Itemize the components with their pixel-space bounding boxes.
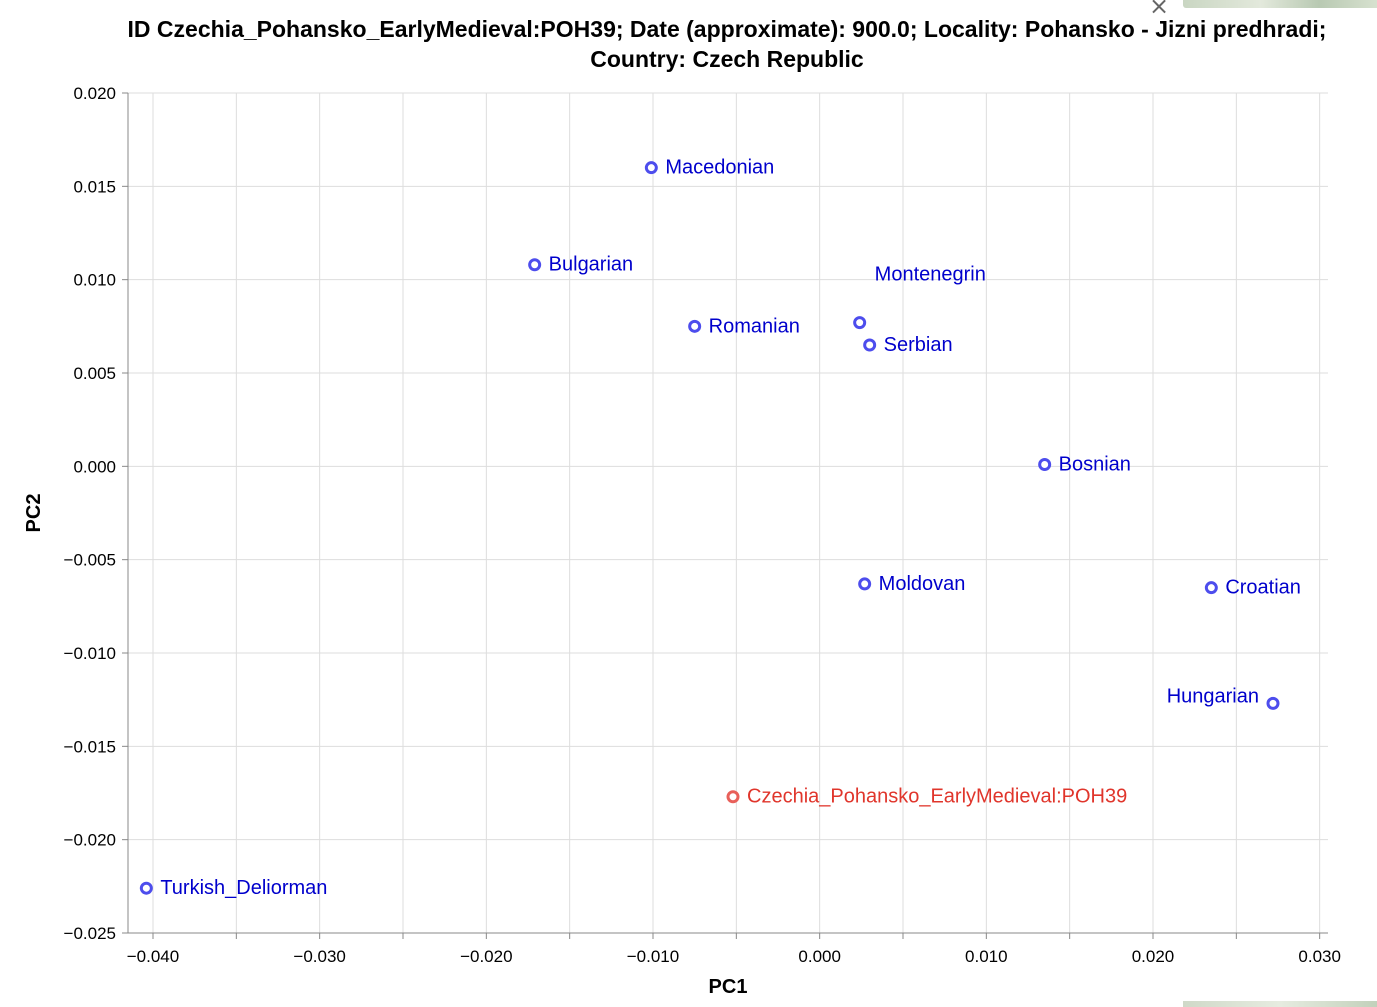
data-point (644, 161, 658, 175)
data-point (863, 338, 877, 352)
y-tick-label: −0.005 (64, 551, 116, 570)
point-label: Moldovan (879, 573, 966, 595)
data-point (1038, 457, 1052, 471)
y-tick-label: −0.010 (64, 644, 116, 663)
map-thumbnail[interactable] (1183, 0, 1377, 8)
x-tick-label: −0.030 (293, 947, 345, 966)
point-label: Macedonian (665, 157, 774, 179)
y-tick-label: −0.025 (64, 924, 116, 943)
y-axis-title: PC2 (23, 494, 45, 533)
x-tick-label: −0.010 (627, 947, 679, 966)
x-tick-label: −0.020 (460, 947, 512, 966)
data-point (688, 319, 702, 333)
point-label: Montenegrin (875, 264, 986, 286)
x-tick-label: 0.030 (1298, 947, 1341, 966)
y-tick-label: −0.015 (64, 737, 116, 756)
data-point (726, 790, 740, 804)
point-label: Bosnian (1059, 453, 1131, 475)
y-tick-label: 0.010 (73, 271, 116, 290)
y-tick-label: 0.005 (73, 364, 116, 383)
data-point (528, 258, 542, 272)
y-tick-label: −0.020 (64, 831, 116, 850)
map-thumbnail-bottom (1183, 1001, 1377, 1007)
y-tick-label: 0.000 (73, 457, 116, 476)
data-point (139, 881, 153, 895)
data-point (1266, 696, 1280, 710)
data-point (1204, 581, 1218, 595)
chart-title: ID Czechia_Pohansko_EarlyMedieval:POH39;… (127, 16, 1327, 72)
point-label: Hungarian (1167, 685, 1259, 707)
point-label: Turkish_Deliorman (160, 877, 327, 899)
point-label: Bulgarian (549, 254, 634, 276)
data-point (853, 316, 867, 330)
x-axis-title: PC1 (709, 976, 748, 998)
y-tick-label: 0.015 (73, 177, 116, 196)
x-tick-label: 0.000 (798, 947, 841, 966)
x-tick-label: 0.020 (1132, 947, 1175, 966)
point-label: Romanian (709, 315, 800, 337)
point-label: Croatian (1225, 577, 1301, 599)
y-tick-label: 0.020 (73, 84, 116, 103)
point-label: Czechia_Pohansko_EarlyMedieval:POH39 (747, 786, 1127, 808)
x-tick-label: −0.040 (127, 947, 179, 966)
x-tick-label: 0.010 (965, 947, 1008, 966)
close-icon[interactable]: × (1148, 0, 1170, 20)
data-point (858, 577, 872, 591)
point-label: Serbian (884, 334, 953, 356)
